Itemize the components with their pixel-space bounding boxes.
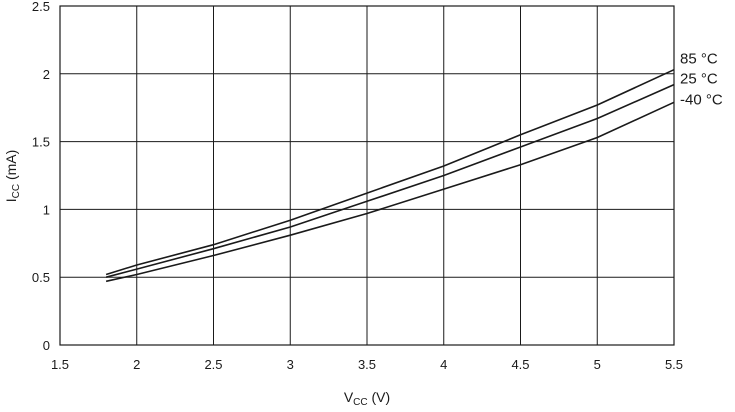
plot-frame [59,5,675,346]
x-tick-label: 2 [133,357,140,372]
x-tick-label: 1.5 [51,357,69,372]
series-line [105,68,675,276]
x-tick-label: 4 [440,357,447,372]
x-tick-label: 5.5 [665,357,683,372]
x-tick-labels: 1.5 2 2.5 3 3.5 4 4.5 5 5.5 [51,357,683,372]
x-tick-label: 5 [594,357,601,372]
x-tick-label: 3.5 [358,357,376,372]
series-label: 25 °C [680,71,718,88]
y-tick-label: 2 [43,67,50,82]
x-tick-label: 3 [287,357,294,372]
y-axis-title-unit: (mA) [3,150,19,184]
series-labels: 85 °C 25 °C -40 °C [680,51,723,109]
y-tick-label: 0.5 [32,270,50,285]
x-tick-label: 2.5 [204,357,222,372]
y-tick-label: 2.5 [32,0,50,14]
y-tick-label: 1.5 [32,135,50,150]
x-axis-title-main: V [344,389,354,405]
series-line [105,83,675,278]
series-label: -40 °C [680,91,723,108]
series-label: 85 °C [680,51,718,68]
x-tick-label: 4.5 [511,357,529,372]
x-axis-title-sub: CC [353,397,367,408]
series-line [105,101,675,283]
grid [59,5,675,346]
x-axis-title: VCC (V) [344,389,390,408]
y-axis-title: ICC (mA) [3,150,22,203]
y-tick-label: 1 [43,202,50,217]
x-axis-title-unit: (V) [368,389,391,405]
y-tick-label: 0 [43,338,50,353]
y-tick-labels: 0 0.5 1 1.5 2 2.5 [32,0,50,353]
y-axis-title-main: I [3,198,19,202]
series-lines [105,68,675,283]
y-axis-title-sub: CC [11,184,22,198]
